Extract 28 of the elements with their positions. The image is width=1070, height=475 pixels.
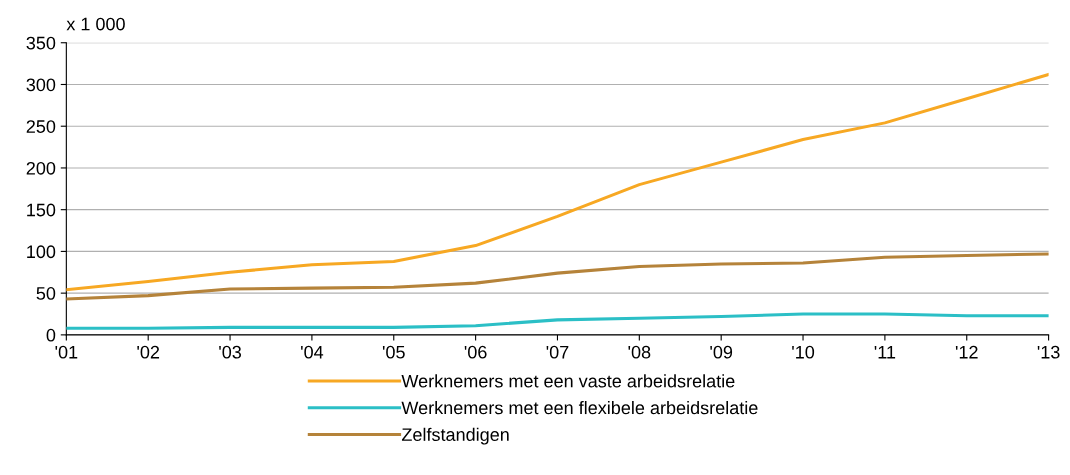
- x-tick-label: '07: [546, 345, 569, 359]
- x-tick-label: '04: [301, 345, 324, 359]
- y-tick-label: 100: [27, 245, 56, 259]
- y-tick-label: 0: [46, 328, 56, 342]
- line-series: [66, 312, 1049, 330]
- legend-label: Zelfstandigen: [401, 427, 509, 445]
- x-tick-label: '02: [137, 345, 160, 359]
- y-tick-label: 150: [27, 203, 56, 217]
- y-tick-label: 50: [36, 287, 56, 300]
- x-tick-label: '11: [874, 345, 896, 359]
- line-series: [66, 72, 1049, 292]
- y-tick-label: 350: [26, 36, 56, 50]
- x-tick-label: '09: [710, 345, 733, 359]
- y-tick-label: 200: [26, 161, 56, 175]
- legend-label: Werknemers met een flexibele arbeidsrelatie: [401, 400, 758, 415]
- y-axis-title: x 1 000: [66, 17, 125, 31]
- legend-label: Werknemers met een vaste arbeidsrelatie: [401, 374, 735, 388]
- x-tick-label: '01: [55, 345, 78, 359]
- line-series: [66, 252, 1049, 301]
- x-tick-label: '06: [464, 345, 487, 359]
- x-tick-label: '10: [792, 345, 815, 359]
- x-tick-label: '05: [382, 345, 405, 359]
- x-tick-label: '12: [955, 345, 978, 359]
- x-tick-label: '03: [219, 345, 242, 359]
- x-tick-label: '13: [1037, 345, 1060, 359]
- x-tick-label: '08: [628, 345, 651, 359]
- y-tick-label: 250: [26, 120, 56, 133]
- y-tick-label: 300: [26, 78, 56, 92]
